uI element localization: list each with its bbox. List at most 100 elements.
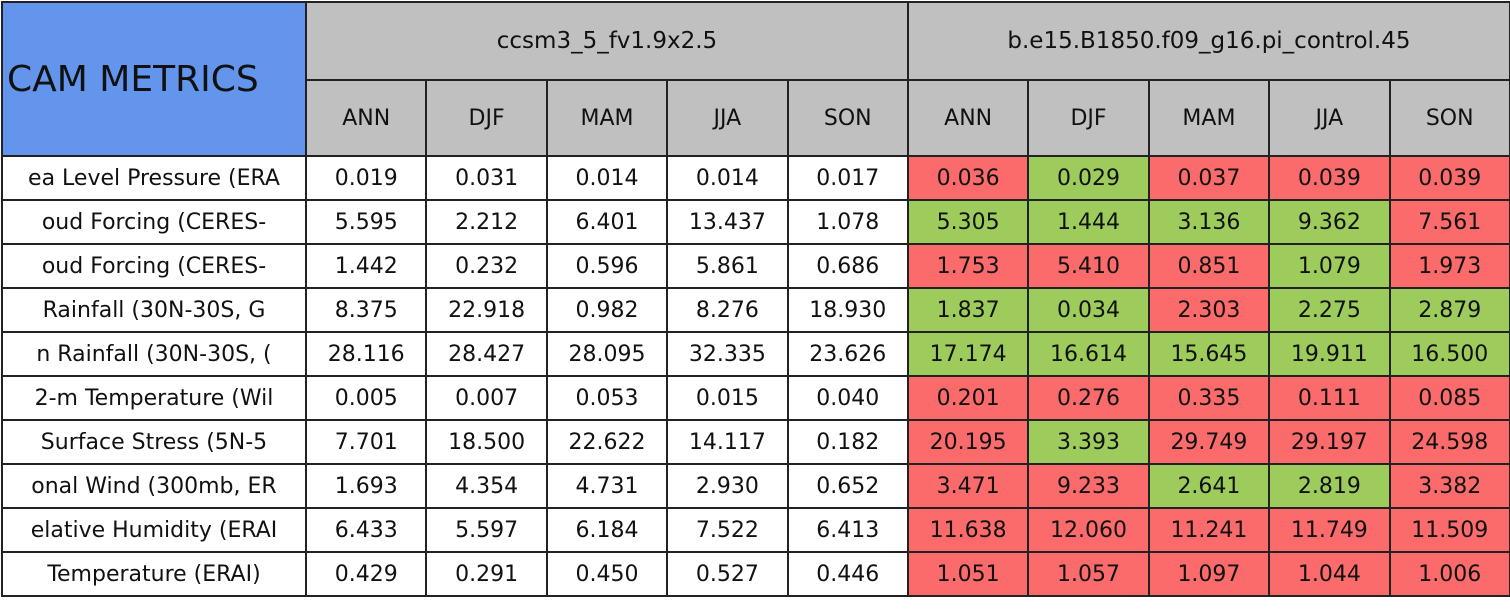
value-cell: 0.182 xyxy=(786,419,909,465)
group-header-row: CAM METRICS ccsm3_5_fv1.9x2.5 b.e15.B1850… xyxy=(1,1,1510,157)
data-row: Temperature (ERAI) 0.429 0.291 0.450 0.527 0.… xyxy=(1,551,1510,597)
value-cell: 0.851 xyxy=(1147,243,1271,289)
season-header: MAM xyxy=(1147,79,1271,157)
row-label: oud Forcing (CERES- xyxy=(1,199,307,245)
value-cell: 1.444 xyxy=(1027,199,1150,245)
value-cell: 4.731 xyxy=(545,463,669,509)
value-cell: 5.305 xyxy=(906,199,1030,245)
value-cell: 22.622 xyxy=(545,419,669,465)
value-cell: 0.291 xyxy=(425,551,548,597)
value-cell: 0.005 xyxy=(304,375,428,421)
value-cell: 32.335 xyxy=(666,331,789,377)
value-cell: 0.982 xyxy=(545,287,669,333)
value-cell: 14.117 xyxy=(666,419,789,465)
row-label: Rainfall (30N-30S, G xyxy=(1,287,307,333)
season-header: JJA xyxy=(666,79,789,157)
value-cell: 16.500 xyxy=(1388,331,1510,377)
group-header: ccsm3_5_fv1.9x2.5 xyxy=(305,1,909,81)
value-cell: 0.596 xyxy=(545,243,669,289)
value-cell: 0.015 xyxy=(666,375,789,421)
value-cell: 0.053 xyxy=(545,375,669,421)
data-row: oud Forcing (CERES- 5.595 2.212 6.401 13.437… xyxy=(1,199,1510,245)
value-cell: 6.184 xyxy=(545,507,669,553)
value-cell: 28.427 xyxy=(425,331,548,377)
season-header: SON xyxy=(1388,79,1510,157)
value-cell: 0.029 xyxy=(1027,155,1150,201)
value-cell: 0.036 xyxy=(906,155,1030,201)
value-cell: 7.522 xyxy=(666,507,789,553)
value-cell: 22.918 xyxy=(425,287,548,333)
data-row: 2-m Temperature (Wil 0.005 0.007 0.053 0.015… xyxy=(1,375,1510,421)
value-cell: 0.039 xyxy=(1388,155,1510,201)
row-label: 2-m Temperature (Wil xyxy=(1,375,307,421)
value-cell: 0.017 xyxy=(786,155,909,201)
value-cell: 0.085 xyxy=(1388,375,1510,421)
value-cell: 0.335 xyxy=(1147,375,1271,421)
value-cell: 16.614 xyxy=(1027,331,1150,377)
season-header: ANN xyxy=(906,79,1030,157)
data-row: Rainfall (30N-30S, G 8.375 22.918 0.982 8.27… xyxy=(1,287,1510,333)
value-cell: 0.019 xyxy=(304,155,428,201)
value-cell: 6.401 xyxy=(545,199,669,245)
row-label: oud Forcing (CERES- xyxy=(1,243,307,289)
value-cell: 9.233 xyxy=(1027,463,1150,509)
value-cell: 1.057 xyxy=(1027,551,1150,597)
value-cell: 5.410 xyxy=(1027,243,1150,289)
value-cell: 13.437 xyxy=(666,199,789,245)
value-cell: 11.509 xyxy=(1388,507,1510,553)
value-cell: 7.561 xyxy=(1388,199,1510,245)
value-cell: 1.051 xyxy=(906,551,1030,597)
value-cell: 3.136 xyxy=(1147,199,1271,245)
value-cell: 1.097 xyxy=(1147,551,1271,597)
value-cell: 19.911 xyxy=(1268,331,1391,377)
value-cell: 0.034 xyxy=(1027,287,1150,333)
value-cell: 7.701 xyxy=(304,419,428,465)
value-cell: 1.078 xyxy=(786,199,909,245)
season-header: SON xyxy=(786,79,909,157)
value-cell: 2.819 xyxy=(1268,463,1391,509)
value-cell: 0.014 xyxy=(666,155,789,201)
season-header: MAM xyxy=(545,79,669,157)
group-header: b.e15.B1850.f09_g16.pi_control.45 xyxy=(906,1,1510,81)
value-cell: 3.471 xyxy=(906,463,1030,509)
value-cell: 0.450 xyxy=(545,551,669,597)
season-header: JJA xyxy=(1268,79,1391,157)
value-cell: 29.749 xyxy=(1147,419,1271,465)
value-cell: 6.413 xyxy=(786,507,909,553)
value-cell: 1.044 xyxy=(1268,551,1391,597)
value-cell: 0.031 xyxy=(425,155,548,201)
value-cell: 28.116 xyxy=(304,331,428,377)
data-row: Surface Stress (5N-5 7.701 18.500 22.622 14.… xyxy=(1,419,1510,465)
data-row: elative Humidity (ERAI 6.433 5.597 6.184 7.5… xyxy=(1,507,1510,553)
value-cell: 8.276 xyxy=(666,287,789,333)
value-cell: 29.197 xyxy=(1268,419,1391,465)
value-cell: 9.362 xyxy=(1268,199,1391,245)
value-cell: 0.014 xyxy=(545,155,669,201)
season-header-row: ANN DJF MAM JJA SON ANN DJF MAM JJA SON xyxy=(2,79,1510,157)
value-cell: 2.275 xyxy=(1268,287,1391,333)
value-cell: 0.429 xyxy=(304,551,428,597)
value-cell: 0.527 xyxy=(666,551,789,597)
season-header: ANN xyxy=(304,79,428,157)
value-cell: 1.442 xyxy=(304,243,428,289)
row-label: n Rainfall (30N-30S, ( xyxy=(1,331,307,377)
value-cell: 3.393 xyxy=(1027,419,1150,465)
row-label: ea Level Pressure (ERA xyxy=(1,155,307,201)
value-cell: 1.973 xyxy=(1388,243,1510,289)
data-row: onal Wind (300mb, ER 1.693 4.354 4.731 2.930… xyxy=(1,463,1510,509)
value-cell: 0.276 xyxy=(1027,375,1150,421)
value-cell: 18.930 xyxy=(786,287,909,333)
value-cell: 6.433 xyxy=(304,507,428,553)
row-label: Surface Stress (5N-5 xyxy=(1,419,307,465)
value-cell: 0.040 xyxy=(786,375,909,421)
value-cell: 4.354 xyxy=(425,463,548,509)
metrics-table: CAM METRICS ccsm3_5_fv1.9x2.5 b.e15.B1850… xyxy=(1,1,1510,597)
value-cell: 28.095 xyxy=(545,331,669,377)
value-cell: 0.201 xyxy=(906,375,1030,421)
data-row: oud Forcing (CERES- 1.442 0.232 0.596 5.861 0… xyxy=(1,243,1510,289)
value-cell: 0.686 xyxy=(786,243,909,289)
row-label: onal Wind (300mb, ER xyxy=(1,463,307,509)
value-cell: 15.645 xyxy=(1147,331,1271,377)
value-cell: 5.861 xyxy=(666,243,789,289)
value-cell: 11.241 xyxy=(1147,507,1271,553)
